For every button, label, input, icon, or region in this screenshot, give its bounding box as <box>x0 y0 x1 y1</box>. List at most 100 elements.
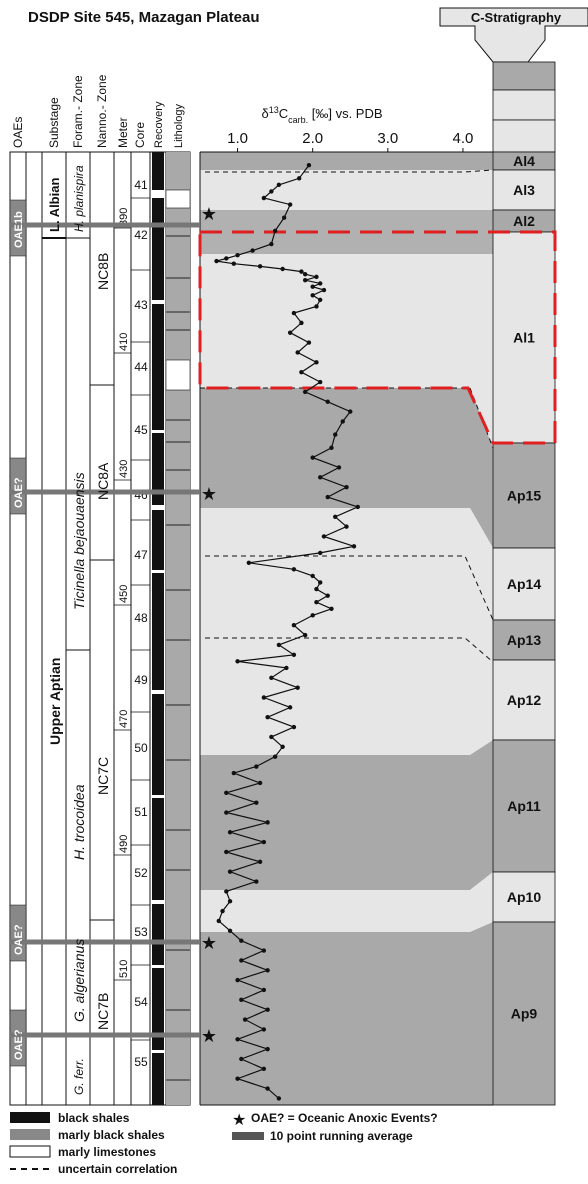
data-point <box>231 261 237 266</box>
data-point <box>291 567 297 572</box>
data-point <box>333 514 338 519</box>
cstrat-label: Ap10 <box>507 889 541 905</box>
legend-uncertain: uncertain correlation <box>58 1162 177 1176</box>
meter-label: 430 <box>118 460 130 478</box>
core-number: 52 <box>134 866 148 880</box>
meter-label: 510 <box>118 960 130 978</box>
data-point <box>235 252 240 258</box>
data-point <box>291 724 297 730</box>
data-point <box>314 274 319 280</box>
data-point <box>214 258 219 264</box>
header-lithology: Lithology <box>173 103 185 148</box>
oae-label-3: OAE? <box>13 924 25 955</box>
cstrat-box <box>492 619 556 661</box>
data-point <box>269 734 274 740</box>
meter-label: 490 <box>118 835 130 853</box>
column-headers: OAEs Substage Foram.- Zone Nanno.- Zone … <box>11 74 185 148</box>
data-point <box>254 800 259 805</box>
core-number: 53 <box>134 925 148 939</box>
nanno-zone-1: NC8B <box>95 253 111 290</box>
data-point <box>318 550 323 556</box>
data-point <box>318 475 323 480</box>
oae-box-1 <box>9 199 27 257</box>
star-icon: ★ <box>201 204 217 224</box>
data-point <box>306 162 312 168</box>
data-point <box>224 790 229 796</box>
data-point <box>276 182 282 188</box>
delta13c-curve <box>214 162 360 1101</box>
legend-swatch-running-average <box>232 1132 264 1140</box>
legend-marly-black-shales: marly black shales <box>58 1128 165 1142</box>
data-point <box>302 632 308 638</box>
data-point <box>224 256 229 261</box>
substage-upper-aptian: Upper Aptian <box>47 658 63 745</box>
data-point <box>321 287 327 293</box>
legend-swatch-marly-limestones <box>9 1145 51 1158</box>
cstrat-top-band-2 <box>492 89 556 121</box>
header-oaes: OAEs <box>11 117 25 148</box>
data-point <box>310 613 315 618</box>
data-point <box>261 987 267 993</box>
cstrat-label: Al4 <box>513 153 535 169</box>
correlation-bands <box>200 152 493 1105</box>
band-ap10 <box>200 872 493 932</box>
meter-label: 410 <box>118 333 130 351</box>
core-number: 50 <box>134 741 148 755</box>
data-point <box>325 399 330 404</box>
data-point <box>261 1027 267 1032</box>
nanno-zone-2: NC8A <box>95 462 111 500</box>
x-tick-label: 2.0 <box>302 130 323 147</box>
data-point <box>299 269 304 274</box>
data-point <box>291 310 297 316</box>
meter-label: 390 <box>118 208 130 226</box>
cstrat-label: Ap12 <box>507 692 541 708</box>
band-ap12 <box>200 660 493 755</box>
foram-zone-3: H. trocoidea <box>71 784 87 860</box>
data-point <box>250 248 255 253</box>
band-ap14 <box>200 508 493 620</box>
data-point <box>239 1056 244 1062</box>
x-axis-label: δ13Ccarb. [‰] vs. PDB <box>261 105 382 125</box>
data-point <box>257 859 263 865</box>
data-point <box>227 830 233 835</box>
core-number: 54 <box>134 995 148 1009</box>
oae-box-3 <box>9 904 27 962</box>
cstrat-box <box>492 921 556 1106</box>
band-al3 <box>200 170 493 210</box>
data-point <box>284 665 289 671</box>
data-point <box>224 849 229 855</box>
data-point <box>265 1086 270 1091</box>
data-point <box>340 419 345 424</box>
data-point <box>235 1037 240 1042</box>
data-point <box>235 977 240 983</box>
data-point <box>318 281 323 286</box>
data-point <box>224 810 229 815</box>
cstrat-top-band-1 <box>492 61 556 91</box>
band-al1 <box>200 254 493 448</box>
cstrat-label: Ap9 <box>511 1006 538 1022</box>
core-number: 42 <box>134 228 148 242</box>
band-ap9 <box>200 922 493 1105</box>
data-point <box>310 573 315 579</box>
header-substage: Substage <box>47 97 61 148</box>
cstrat-label: Al1 <box>513 330 535 346</box>
core-number: 51 <box>134 805 148 819</box>
oae-label-2: OAE? <box>13 477 25 508</box>
foram-zone-2: Ticinella bejaouaensis <box>71 472 87 610</box>
data-point <box>310 293 315 298</box>
data-point <box>281 215 287 220</box>
data-point <box>227 869 233 874</box>
legend-swatch-black-shales <box>10 1112 50 1123</box>
data-point <box>227 899 233 904</box>
data-point <box>276 1096 282 1101</box>
nanno-zone-4: NC7B <box>95 993 111 1030</box>
star-icon: ★ <box>201 1026 217 1046</box>
data-point <box>333 432 338 437</box>
data-point <box>265 1007 270 1012</box>
data-point <box>269 241 274 247</box>
data-point <box>257 264 263 269</box>
meter-label: 450 <box>118 585 130 603</box>
x-tick-label: 4.0 <box>453 130 474 147</box>
legend-running-average: 10 point running average <box>270 1129 413 1143</box>
data-point <box>321 534 327 539</box>
